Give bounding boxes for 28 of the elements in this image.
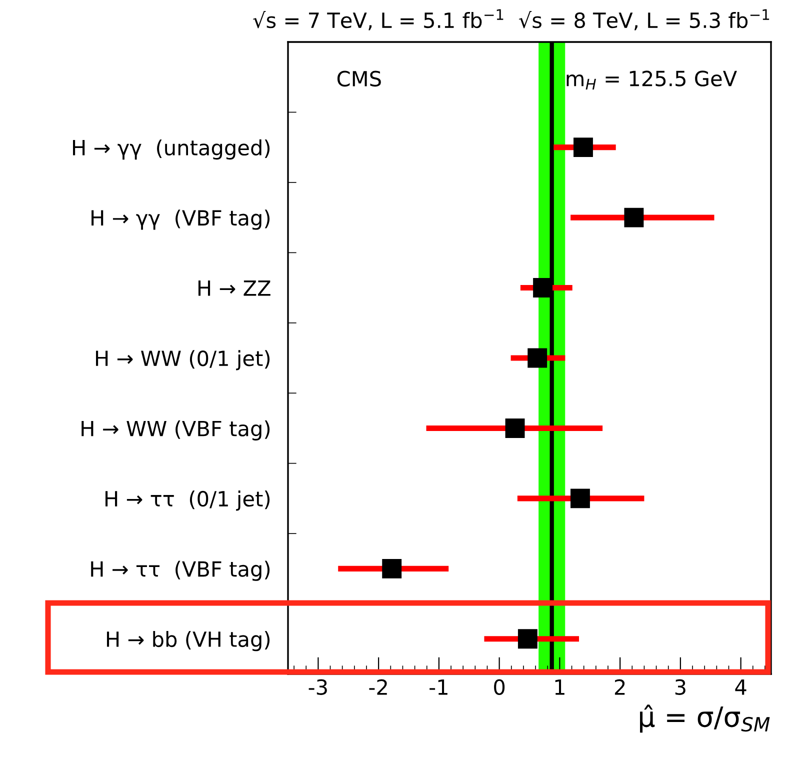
text: CMS	[337, 70, 381, 87]
y-tick-label: H → γγ (untagged)	[73, 139, 270, 160]
x-tick-label: -1	[430, 680, 448, 695]
chart-title: √s = 7 TeV, L = 5.1 fb$^{−1}$ √s = 8 TeV, L = 5.3 fb$^{−1}$	[253, 9, 770, 30]
x-tick-label: 2	[614, 679, 625, 695]
text: m$_{H}$ = 125.5 GeV	[566, 70, 737, 90]
y-tick-label: H → WW (0/1 jet)	[96, 350, 270, 370]
x-tick-label: 1	[555, 680, 564, 695]
x-tick-label: -2	[369, 679, 387, 695]
y-tick-label: H → ττ (VBF tag)	[91, 560, 270, 581]
y-tick-label: H → ZZ	[198, 280, 270, 296]
y-tick-label: H → γγ (VBF tag)	[92, 210, 270, 230]
x-tick-label: 3	[675, 679, 686, 695]
x-tick-label: 0	[494, 679, 505, 695]
point	[533, 278, 553, 298]
x-axis-title: μ̂ = σ/σ$_{SM}$	[640, 704, 770, 733]
point	[518, 629, 538, 649]
point	[624, 208, 644, 228]
y-tick-label: H → WW (VBF tag)	[82, 420, 270, 440]
point	[528, 348, 548, 368]
y-tick-label: H → ττ (0/1 jet)	[106, 490, 270, 511]
y-tick-label: H → bb (VH tag)	[106, 630, 270, 652]
point	[505, 418, 525, 438]
x-tick-label: -3	[308, 679, 327, 695]
point	[574, 138, 593, 158]
point	[382, 558, 402, 578]
point	[570, 488, 590, 508]
x-tick-label: 4	[735, 680, 746, 695]
